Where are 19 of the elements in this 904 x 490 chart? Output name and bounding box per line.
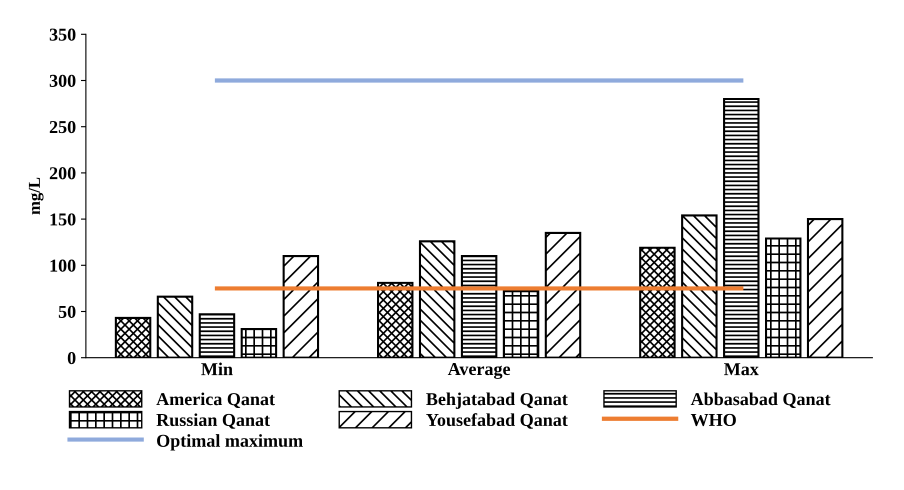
y-tick-label: 0 [68, 352, 76, 364]
y-tick-label: 250 [50, 120, 76, 134]
x-tick-label: Max [724, 363, 759, 376]
legend-label: America Qanat [156, 392, 275, 408]
x-tick-label: Min [201, 362, 233, 376]
legend-label: Yousefabad Qanat [426, 413, 568, 429]
y-tick-label: 300 [50, 74, 76, 87]
legend-label: Abbasabad Qanat [690, 392, 831, 408]
y-tick-label: 150 [50, 213, 76, 226]
legend-label: WHO [690, 414, 736, 426]
y-tick-label: 50 [58, 306, 76, 318]
legend-label: Optimal maximum [157, 434, 303, 451]
y-tick-label: 200 [50, 167, 76, 180]
y-tick-label: 350 [50, 28, 76, 41]
legend-label: Behjatabad Qanat [426, 392, 568, 409]
y-axis-title: mg/L [28, 178, 44, 215]
legend-label: Russian Qanat [156, 413, 270, 429]
x-tick-label: Average [448, 363, 510, 379]
y-tick-label: 100 [50, 260, 76, 272]
